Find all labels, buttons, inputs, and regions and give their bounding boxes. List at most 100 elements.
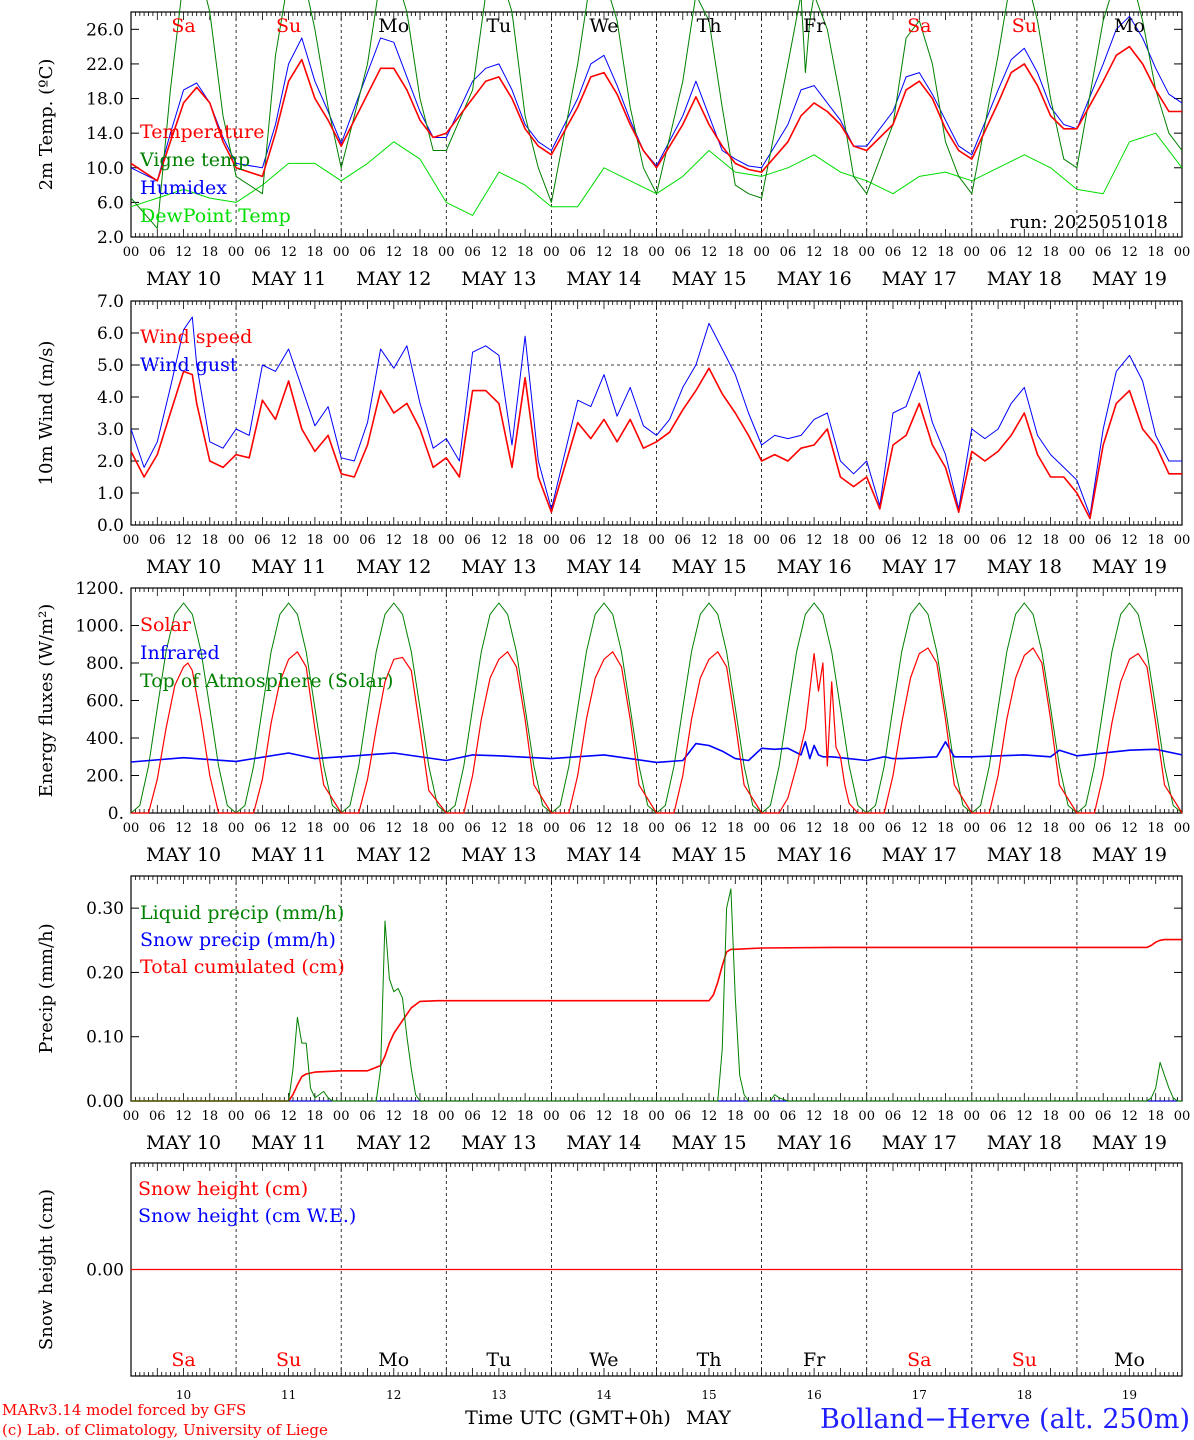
- hour-tick-label: 06: [1095, 1109, 1112, 1124]
- series-line: [131, 888, 1182, 1102]
- hour-tick-label: 18: [832, 533, 849, 548]
- legend-entry: Humidex: [140, 177, 227, 199]
- date-label: MAY 13: [461, 268, 536, 290]
- hour-tick-label: 12: [1121, 245, 1138, 260]
- hour-tick-label: 18: [307, 245, 324, 260]
- hour-tick-label: 00: [123, 245, 140, 260]
- hour-tick-label: 00: [228, 533, 245, 548]
- hour-tick-label: 00: [1069, 1109, 1086, 1124]
- y-tick-label: 2.0: [97, 228, 124, 248]
- hour-tick-label: 06: [780, 533, 797, 548]
- date-label: MAY 14: [566, 1132, 641, 1154]
- hour-tick-label: 12: [280, 1109, 297, 1124]
- y-axis-title: Energy fluxes (W/m²): [36, 604, 57, 798]
- weekday-label-bottom: Tu: [486, 1349, 511, 1371]
- hour-tick-label: 18: [202, 821, 219, 836]
- series-line: [130, 45, 1182, 182]
- hour-tick-label: 18: [1042, 245, 1059, 260]
- date-label: MAY 13: [461, 556, 536, 578]
- hour-tick-label: 12: [175, 821, 192, 836]
- hour-tick-label: 00: [648, 821, 665, 836]
- hour-tick-label: 12: [806, 245, 823, 260]
- time-ticks: [130, 1163, 1183, 1376]
- weekday-label-top: Th: [697, 15, 722, 37]
- hour-tick-label: 12: [911, 533, 928, 548]
- day-number-label: 19: [1122, 1388, 1137, 1402]
- hour-tick-label: 00: [333, 245, 350, 260]
- date-label: MAY 16: [777, 1132, 852, 1154]
- hour-tick-label: 12: [911, 821, 928, 836]
- hour-tick-label: 00: [1174, 245, 1191, 260]
- hour-tick-label: 18: [517, 245, 534, 260]
- hour-tick-label: 00: [123, 533, 140, 548]
- hour-tick-label: 12: [1016, 821, 1033, 836]
- y-tick-label: 26.0: [86, 20, 124, 40]
- weekday-label-top: Fr: [803, 15, 826, 37]
- y-tick-label: 0.0: [97, 516, 124, 536]
- hour-tick-label: 00: [858, 245, 875, 260]
- hour-tick-label: 12: [280, 245, 297, 260]
- y-tick-label: 1200.: [75, 579, 124, 599]
- hour-tick-label: 18: [412, 1109, 429, 1124]
- y-tick-label: 5.0: [97, 356, 124, 376]
- date-label: MAY 14: [566, 844, 641, 866]
- hour-tick-label: 00: [858, 1109, 875, 1124]
- hour-tick-label: 00: [648, 245, 665, 260]
- weekday-label-top: Mo: [378, 15, 409, 37]
- y-axis-title: Snow height (cm): [36, 1189, 57, 1350]
- hour-tick-label: 18: [832, 1109, 849, 1124]
- date-label: MAY 12: [356, 844, 431, 866]
- hour-tick-label: 12: [596, 245, 613, 260]
- legend-entry: Snow precip (mm/h): [140, 929, 336, 951]
- hour-tick-label: 12: [385, 533, 402, 548]
- hour-tick-label: 12: [491, 533, 508, 548]
- hour-tick-label: 06: [464, 245, 481, 260]
- y-tick-label: 1.0: [97, 484, 124, 504]
- hour-tick-label: 12: [806, 533, 823, 548]
- weekday-label-bottom: Sa: [171, 1349, 195, 1371]
- series-line: [130, 316, 1182, 516]
- hour-tick-label: 06: [990, 821, 1007, 836]
- hour-tick-label: 12: [1121, 821, 1138, 836]
- hour-tick-label: 00: [438, 821, 455, 836]
- series-line: [130, 0, 1183, 229]
- hour-tick-label: 18: [937, 245, 954, 260]
- legend-entry: Solar: [140, 614, 192, 636]
- date-label: MAY 17: [882, 844, 957, 866]
- hour-tick-label: 00: [123, 821, 140, 836]
- series-line: [130, 741, 1183, 764]
- x-axis-title: Time UTC (GMT+0h): [465, 1407, 671, 1429]
- hour-tick-label: 18: [832, 821, 849, 836]
- station-label: Bolland−Herve (alt. 250m): [820, 1404, 1190, 1435]
- hour-tick-label: 06: [359, 821, 376, 836]
- weekday-label-bottom: Sa: [907, 1349, 931, 1371]
- hour-tick-label: 18: [622, 245, 639, 260]
- y-tick-label: 7.0: [97, 292, 124, 312]
- weekday-label-top: Tu: [486, 15, 511, 37]
- date-label: MAY 18: [987, 844, 1062, 866]
- date-label: MAY 14: [566, 556, 641, 578]
- hour-tick-label: 18: [1042, 533, 1059, 548]
- date-label: MAY 12: [356, 556, 431, 578]
- plot-frame-energy: [130, 587, 1183, 814]
- hour-tick-label: 18: [727, 245, 744, 260]
- hour-tick-label: 06: [359, 1109, 376, 1124]
- hour-tick-label: 06: [464, 533, 481, 548]
- day-number-label: 10: [176, 1388, 191, 1402]
- hour-tick-label: 06: [780, 821, 797, 836]
- date-label: MAY 17: [882, 268, 957, 290]
- legend-entry: Wind speed: [140, 326, 252, 348]
- hour-tick-label: 18: [727, 1109, 744, 1124]
- hour-tick-label: 00: [543, 1109, 560, 1124]
- hour-tick-label: 00: [543, 245, 560, 260]
- hour-tick-label: 06: [254, 1109, 271, 1124]
- hour-tick-label: 18: [727, 821, 744, 836]
- y-tick-label: 200.: [86, 767, 124, 787]
- hour-tick-label: 00: [753, 1109, 770, 1124]
- y-tick-label: 1000.: [75, 617, 124, 637]
- weekday-label-top: Mo: [1114, 15, 1145, 37]
- lab-credit: (c) Lab. of Climatology, University of L…: [2, 1421, 328, 1439]
- weekday-label-bottom: Mo: [1114, 1349, 1145, 1371]
- hour-tick-label: 06: [149, 533, 166, 548]
